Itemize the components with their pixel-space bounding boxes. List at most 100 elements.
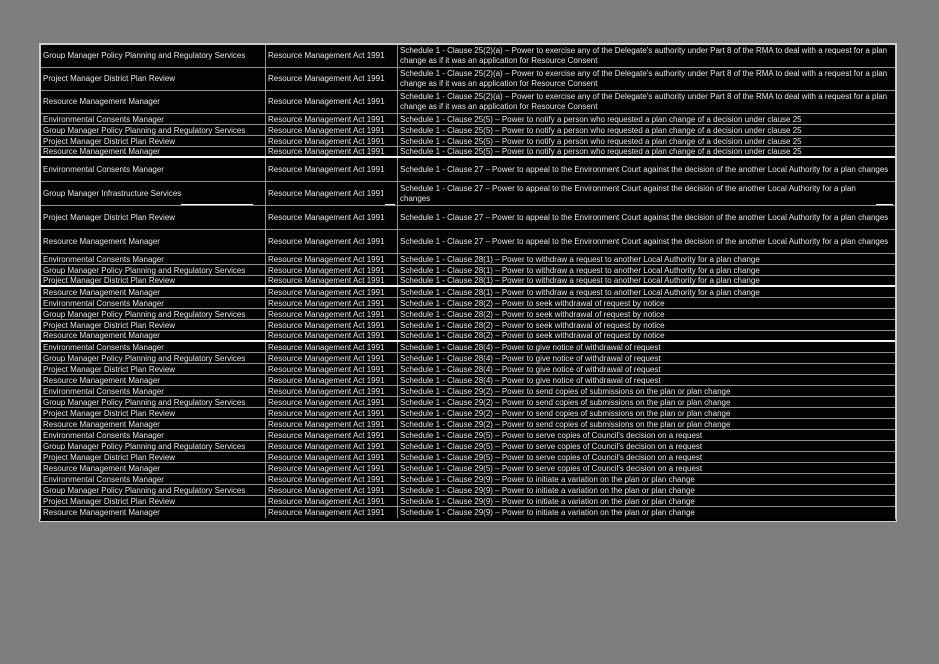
delegation-cell-text: Schedule 1 - Clause 28(1) – Power to wit…	[400, 265, 760, 275]
role-cell-text: Resource Management Manager	[43, 236, 160, 246]
role-cell-text: Project Manager District Plan Review	[43, 408, 176, 418]
delegation-cell: Schedule 1 - Clause 29(5) – Power to ser…	[397, 430, 895, 440]
table-row: Environmental Consents Manager Resource M…	[41, 430, 895, 441]
act-cell: Resource Management Act 1991	[265, 342, 397, 352]
role-cell-text: Environmental Consents Manager	[43, 164, 164, 174]
role-cell: Group Manager Policy Planning and Regula…	[41, 265, 265, 275]
role-cell: Group Manager Policy Planning and Regula…	[41, 485, 265, 495]
role-cell-text: Resource Management Manager	[43, 147, 160, 156]
act-cell-text: Resource Management Act 1991	[268, 212, 385, 222]
table-row: Environmental Consents Manager Resource M…	[41, 342, 895, 353]
role-cell: Resource Management Manager	[41, 375, 265, 385]
delegation-cell: Schedule 1 - Clause 25(5) – Power to not…	[397, 147, 895, 156]
table-row: Project Manager District Plan Review Reso…	[41, 408, 895, 419]
act-cell: Resource Management Act 1991	[265, 408, 397, 418]
table-row: Project Manager District Plan Review Reso…	[41, 452, 895, 463]
act-cell: Resource Management Act 1991	[265, 230, 397, 253]
role-cell: Environmental Consents Manager	[41, 158, 265, 181]
act-cell-text: Resource Management Act 1991	[268, 265, 385, 275]
table-row: Environmental Consents Manager Resource M…	[41, 254, 895, 265]
role-cell-text: Project Manager District Plan Review	[43, 212, 176, 222]
role-cell: Resource Management Manager	[41, 287, 265, 297]
table-row: Resource Management Manager Resource Mana…	[41, 91, 895, 114]
act-cell-text: Resource Management Act 1991	[268, 147, 385, 156]
delegation-cell: Schedule 1 - Clause 28(2) – Power to see…	[397, 320, 895, 330]
underline-blank	[181, 190, 253, 205]
act-cell-text: Resource Management Act 1991	[268, 331, 385, 340]
role-cell: Project Manager District Plan Review	[41, 320, 265, 330]
table-row: Resource Management Manager Resource Mana…	[41, 331, 895, 342]
delegation-cell: Schedule 1 - Clause 29(2) – Power to sen…	[397, 408, 895, 418]
role-cell-text: Group Manager Policy Planning and Regula…	[43, 309, 246, 319]
role-cell-text: Resource Management Manager	[43, 97, 160, 106]
delegation-cell-text: Schedule 1 - Clause 28(4) – Power to giv…	[400, 364, 661, 374]
table-row: Environmental Consents Manager Resource M…	[41, 114, 895, 125]
act-cell-text: Resource Management Act 1991	[268, 353, 385, 363]
table-row: Group Manager Policy Planning and Regula…	[41, 441, 895, 452]
table-row: Group Manager Policy Planning and Regula…	[41, 397, 895, 408]
act-cell: Resource Management Act 1991	[265, 485, 397, 495]
role-cell: Group Manager Policy Planning and Regula…	[41, 45, 265, 67]
delegation-cell-text: Schedule 1 - Clause 28(4) – Power to giv…	[400, 353, 661, 363]
table-row: Group Manager Infrastructure Services Res…	[41, 182, 895, 206]
delegation-cell-text: Schedule 1 - Clause 29(2) – Power to sen…	[400, 386, 731, 396]
delegation-cell: Schedule 1 - Clause 28(2) – Power to see…	[397, 298, 895, 308]
act-cell-text: Resource Management Act 1991	[268, 74, 385, 83]
delegation-cell-text: Schedule 1 - Clause 29(2) – Power to sen…	[400, 408, 731, 418]
table-row: Resource Management Manager Resource Mana…	[41, 287, 895, 298]
table-row: Environmental Consents Manager Resource M…	[41, 386, 895, 397]
delegation-cell: Schedule 1 - Clause 29(9) – Power to ini…	[397, 474, 895, 484]
table-row: Project Manager District Plan Review Reso…	[41, 136, 895, 147]
role-cell-text: Environmental Consents Manager	[43, 386, 164, 396]
act-cell: Resource Management Act 1991	[265, 386, 397, 396]
act-cell: Resource Management Act 1991	[265, 147, 397, 156]
role-cell-text: Project Manager District Plan Review	[43, 136, 176, 146]
table-row: Environmental Consents Manager Resource M…	[41, 474, 895, 485]
act-cell: Resource Management Act 1991	[265, 463, 397, 473]
act-cell-text: Resource Management Act 1991	[268, 386, 385, 396]
role-cell-text: Resource Management Manager	[43, 287, 160, 297]
act-cell-text: Resource Management Act 1991	[268, 136, 385, 146]
act-cell-text: Resource Management Act 1991	[268, 97, 385, 106]
act-cell-text: Resource Management Act 1991	[268, 397, 385, 407]
delegation-cell: Schedule 1 - Clause 28(1) – Power to wit…	[397, 265, 895, 275]
table-row: Resource Management Manager Resource Mana…	[41, 507, 895, 518]
role-cell: Group Manager Policy Planning and Regula…	[41, 309, 265, 319]
delegation-cell: Schedule 1 - Clause 28(1) – Power to wit…	[397, 254, 895, 264]
delegation-cell: Schedule 1 - Clause 29(2) – Power to sen…	[397, 397, 895, 407]
act-cell: Resource Management Act 1991	[265, 68, 397, 90]
delegation-cell: Schedule 1 - Clause 28(4) – Power to giv…	[397, 342, 895, 352]
delegation-cell-text: Schedule 1 - Clause 25(5) – Power to not…	[400, 114, 802, 124]
table-row: Project Manager District Plan Review Reso…	[41, 496, 895, 507]
table-row: Resource Management Manager Resource Mana…	[41, 230, 895, 254]
delegation-cell: Schedule 1 - Clause 29(9) – Power to ini…	[397, 507, 895, 518]
act-cell-text: Resource Management Act 1991	[268, 508, 385, 517]
delegation-cell-text: Schedule 1 - Clause 29(9) – Power to ini…	[400, 496, 695, 506]
act-cell-text: Resource Management Act 1991	[268, 430, 385, 440]
act-cell-text: Resource Management Act 1991	[268, 485, 385, 495]
act-cell-text: Resource Management Act 1991	[268, 254, 385, 264]
role-cell: Environmental Consents Manager	[41, 430, 265, 440]
delegation-cell-text: Schedule 1 - Clause 25(5) – Power to not…	[400, 125, 802, 135]
delegation-cell: Schedule 1 - Clause 28(4) – Power to giv…	[397, 364, 895, 374]
delegation-cell: Schedule 1 - Clause 25(2)(a) – Power to …	[397, 91, 895, 113]
delegation-cell: Schedule 1 - Clause 25(2)(a) – Power to …	[397, 68, 895, 90]
delegation-cell-text: Schedule 1 - Clause 25(5) – Power to not…	[400, 147, 802, 156]
role-cell-text: Resource Management Manager	[43, 331, 160, 340]
act-cell-text: Resource Management Act 1991	[268, 408, 385, 418]
role-cell: Environmental Consents Manager	[41, 342, 265, 352]
act-cell: Resource Management Act 1991	[265, 114, 397, 124]
delegation-cell-text: Schedule 1 - Clause 27 – Power to appeal…	[400, 164, 889, 174]
table-row: Environmental Consents Manager Resource M…	[41, 298, 895, 309]
table-row: Resource Management Manager Resource Mana…	[41, 419, 895, 430]
delegation-cell: Schedule 1 - Clause 25(5) – Power to not…	[397, 125, 895, 135]
act-cell: Resource Management Act 1991	[265, 474, 397, 484]
delegation-cell-text: Schedule 1 - Clause 25(5) – Power to not…	[400, 136, 802, 146]
delegation-cell: Schedule 1 - Clause 29(2) – Power to sen…	[397, 419, 895, 429]
delegation-cell-text: Schedule 1 - Clause 28(2) – Power to see…	[400, 331, 665, 340]
delegation-cell-text: Schedule 1 - Clause 29(5) – Power to ser…	[400, 430, 703, 440]
table-row: Resource Management Manager Resource Mana…	[41, 375, 895, 386]
delegations-table: Group Manager Policy Planning and Regula…	[39, 43, 897, 522]
delegation-cell: Schedule 1 - Clause 28(4) – Power to giv…	[397, 375, 895, 385]
act-cell: Resource Management Act 1991	[265, 496, 397, 506]
